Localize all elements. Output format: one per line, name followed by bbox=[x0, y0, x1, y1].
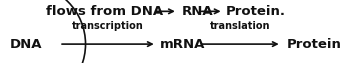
Text: Protein.: Protein. bbox=[226, 5, 286, 18]
Text: transcription: transcription bbox=[72, 21, 144, 31]
Text: Protein: Protein bbox=[287, 38, 342, 51]
Text: mRNA: mRNA bbox=[160, 38, 206, 51]
Text: RNA: RNA bbox=[181, 5, 213, 18]
Text: DNA: DNA bbox=[10, 38, 42, 51]
Text: translation: translation bbox=[210, 21, 271, 31]
Text: flows from DNA: flows from DNA bbox=[46, 5, 163, 18]
